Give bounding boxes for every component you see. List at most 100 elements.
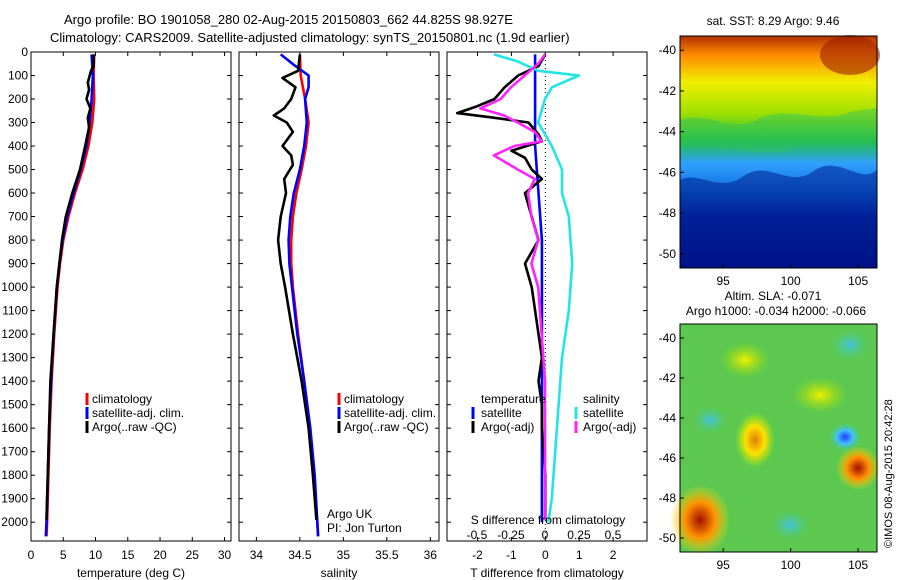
- x-tick-label: 35.5: [375, 548, 399, 562]
- y-tick-label: 1500: [1, 398, 28, 412]
- y-tick-label: 1600: [1, 421, 28, 435]
- plot-frame: [30, 51, 232, 542]
- series-line-climatology: [45, 54, 96, 537]
- x-tick-label: -1: [506, 548, 517, 562]
- legend-climatology: climatology: [344, 392, 404, 406]
- legend-t-argo: Argo(-adj): [481, 420, 534, 434]
- series-line-salinity-satellite: [493, 53, 581, 523]
- s-difference-label: S difference from climatology: [471, 513, 626, 527]
- map-y-tick-label: -44: [659, 125, 677, 139]
- sla-low-ne: [830, 329, 870, 361]
- sla-high-sw: [670, 485, 730, 555]
- sla-low-s: [770, 510, 810, 540]
- y-tick-label: 1400: [1, 374, 28, 388]
- series-line-temperature-argo-adj-: [455, 53, 547, 520]
- series-line-salinity-argo-adj-: [478, 53, 547, 520]
- y-tick-label: 200: [8, 92, 28, 106]
- y-tick-label: 600: [8, 186, 28, 200]
- y-tick-label: 700: [8, 210, 28, 224]
- y-tick-label: 1100: [2, 304, 28, 318]
- legend-satellite: satellite-adj. clim.: [344, 406, 436, 420]
- y-tick-label: 2000: [1, 515, 28, 529]
- series-line-argo-raw-qc-: [45, 54, 95, 520]
- sst-map-frame: [679, 35, 878, 269]
- difference-legend: temperature satellite Argo(-adj) salinit…: [471, 392, 636, 434]
- x-tick-label: -2: [472, 548, 483, 562]
- header-line-1: Argo profile: BO 1901058_280 02-Aug-2015…: [64, 12, 513, 27]
- sla-map-subtitle: Argo h1000: -0.034 h2000: -0.066: [686, 304, 866, 318]
- map-x-tick-label: 95: [716, 274, 730, 288]
- sst-cold-band: [680, 165, 877, 268]
- difference-panel: -2 -1 0 1 2 T difference from climatology: [446, 51, 648, 580]
- x-tick-label: 34.5: [288, 548, 312, 562]
- map-x-tick-label: 100: [781, 274, 801, 288]
- x-tick-label: 20: [153, 548, 167, 562]
- y-tick-label: 1700: [1, 445, 28, 459]
- sla-map-axes: 95 100 105 -40 -42 -44 -46 -48 -50: [659, 331, 869, 572]
- map-x-tick-label: 95: [716, 558, 730, 572]
- map-y-tick-label: -46: [659, 165, 677, 179]
- x-tick-label: 30: [218, 548, 232, 562]
- s-diff-tick-label: 0: [542, 528, 549, 542]
- map-y-tick-label: -48: [659, 206, 677, 220]
- sla-map-frame: [679, 323, 878, 553]
- legend-s-argo: Argo(-adj): [583, 420, 636, 434]
- y-tick-label: 1000: [1, 280, 28, 294]
- imos-stamp: ©IMOS 08-Aug-2015 20:42:28: [883, 399, 895, 548]
- temperature-legend: climatology satellite-adj. clim. Argo(..…: [85, 392, 184, 434]
- map-y-tick-label: -50: [659, 247, 677, 261]
- x-tick-label: 15: [121, 548, 135, 562]
- x-axis-label: salinity: [321, 566, 358, 580]
- y-tick-label: 400: [8, 139, 28, 153]
- s-diff-tick-label: 0.5: [605, 528, 622, 542]
- platform-annotation: Argo UK: [327, 507, 372, 521]
- sst-front: [680, 108, 877, 153]
- sla-low-w: [692, 406, 728, 434]
- x-tick-label: 2: [610, 548, 617, 562]
- map-y-tick-label: -48: [659, 491, 677, 505]
- s-diff-tick-label: -0.25: [497, 528, 525, 542]
- s-difference-ticks: -0.5 -0.25 0 0.25 0.5: [467, 528, 622, 542]
- sla-low-east: [829, 423, 861, 451]
- header-line-2: Climatology: CARS2009. Satellite-adjuste…: [50, 30, 570, 45]
- map-y-tick-label: -40: [659, 331, 677, 345]
- series-line-satellite-adj-clim-: [279, 53, 320, 537]
- x-tick-label: 0: [542, 548, 549, 562]
- sla-ridge-c: [792, 377, 848, 413]
- sla-high-center: [735, 412, 775, 468]
- temperature-panel: 0100200300400500600700800900100011001200…: [1, 45, 231, 580]
- y-tick-label: 300: [8, 116, 28, 130]
- s-diff-tick-label: -0.5: [467, 528, 488, 542]
- sla-high-east: [836, 446, 880, 490]
- x-tick-label: 34: [250, 548, 264, 562]
- series-line-satellite-adj-clim-: [44, 54, 95, 537]
- map-x-tick-label: 105: [848, 558, 868, 572]
- sla-ridge-n: [720, 342, 770, 378]
- x-tick-label: 35: [337, 548, 351, 562]
- x-axis-label: T difference from climatology: [470, 566, 624, 580]
- sst-warm-patch: [820, 35, 880, 75]
- x-tick-label: 5: [60, 548, 67, 562]
- y-tick-label: 1800: [1, 468, 28, 482]
- map-y-tick-label: -50: [659, 531, 677, 545]
- legend-argo: Argo(..raw -QC): [92, 420, 177, 434]
- salinity-legend: climatology satellite-adj. clim. Argo(..…: [327, 392, 436, 535]
- x-tick-label: 1: [576, 548, 583, 562]
- plot-frame: [446, 51, 648, 542]
- map-y-tick-label: -40: [659, 43, 677, 57]
- series-line-argo-raw-qc-: [272, 54, 318, 520]
- map-y-tick-label: -42: [659, 371, 677, 385]
- y-tick-label: 1200: [1, 327, 28, 341]
- sla-map-title: Altim. SLA: -0.071: [725, 289, 822, 303]
- sst-map-axes: 95 100 105 -40 -42 -44 -46 -48 -50: [659, 43, 869, 288]
- y-tick-label: 900: [8, 257, 28, 271]
- legend-t-satellite: satellite: [481, 406, 522, 420]
- x-tick-label: 36: [424, 548, 438, 562]
- y-tick-label: 1300: [1, 351, 28, 365]
- legend-satellite: satellite-adj. clim.: [92, 406, 184, 420]
- legend-s-satellite: satellite: [583, 406, 624, 420]
- map-y-tick-label: -46: [659, 451, 677, 465]
- x-tick-label: 0: [28, 548, 35, 562]
- legend-salinity-heading: salinity: [583, 392, 620, 406]
